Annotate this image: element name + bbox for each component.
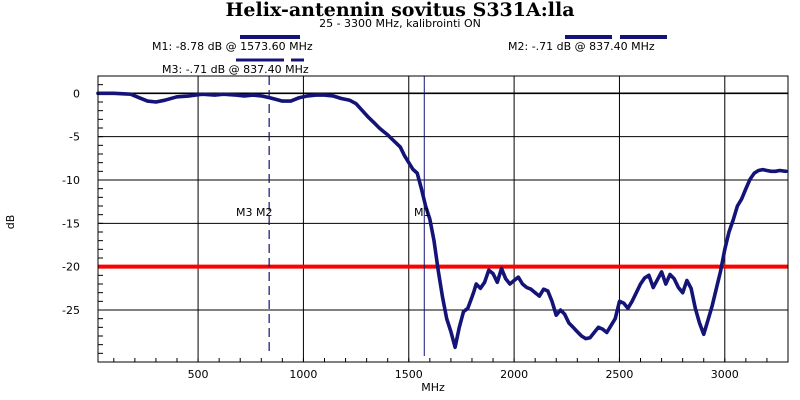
chart-title: Helix-antennin sovitus S331A:lla [225, 0, 574, 21]
trace-line-0 [96, 91, 788, 350]
m1-label: M1 [414, 206, 431, 219]
chart-subtitle: 25 - 3300 MHz, kalibrointi ON [319, 17, 481, 30]
x-tick-label: 2000 [500, 368, 528, 381]
y-tick-label: -10 [62, 174, 80, 187]
y-tick-label: -15 [62, 217, 80, 230]
x-tick-label: 2500 [605, 368, 633, 381]
m2-readout: M2: -.71 dB @ 837.40 MHz [508, 40, 655, 53]
x-tick-label: 500 [188, 368, 209, 381]
plot-border [97, 75, 789, 363]
y-tick-label: 0 [73, 87, 80, 100]
tick-labels: 500 1000 1500 2000 2500 3000 0 -5 -10 -15 -20 -25 [62, 87, 739, 381]
plot-frame [97, 75, 789, 363]
m3-m2-label: M3 M2 [236, 206, 272, 219]
marker-readouts: M1: -8.78 dB @ 1573.60 MHz M2: -.71 dB @… [152, 35, 667, 76]
x-tick-label: 1500 [395, 368, 423, 381]
y-tick-label: -20 [62, 261, 80, 274]
grid [98, 76, 789, 363]
m1-readout: M1: -8.78 dB @ 1573.60 MHz [152, 40, 313, 53]
m3-readout: M3: -.71 dB @ 837.40 MHz [162, 63, 309, 76]
x-tick-label: 3000 [711, 368, 739, 381]
y-tick-label: -5 [69, 131, 80, 144]
trace-layer [96, 91, 788, 350]
x-axis-title: MHz [421, 381, 445, 394]
y-tick-label: -25 [62, 304, 80, 317]
marker-lines [268, 76, 425, 356]
x-tick-label: 1000 [289, 368, 317, 381]
y-axis-title: dB [4, 215, 17, 230]
